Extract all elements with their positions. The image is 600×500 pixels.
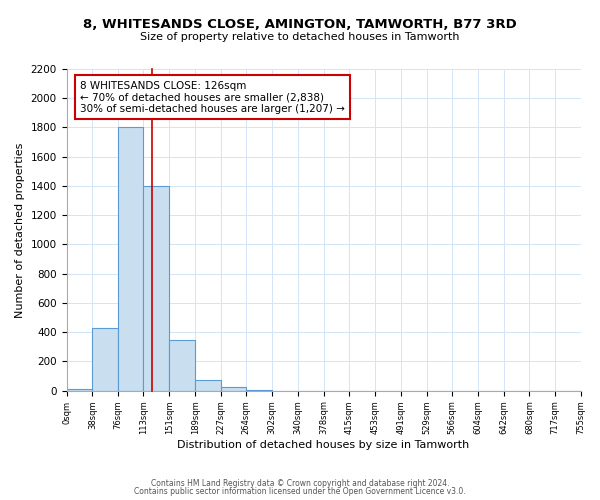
- Y-axis label: Number of detached properties: Number of detached properties: [15, 142, 25, 318]
- X-axis label: Distribution of detached houses by size in Tamworth: Distribution of detached houses by size …: [178, 440, 470, 450]
- Text: Size of property relative to detached houses in Tamworth: Size of property relative to detached ho…: [140, 32, 460, 42]
- Bar: [92, 328, 118, 390]
- Bar: [118, 128, 143, 390]
- Text: Contains HM Land Registry data © Crown copyright and database right 2024.: Contains HM Land Registry data © Crown c…: [151, 478, 449, 488]
- Text: Contains public sector information licensed under the Open Government Licence v3: Contains public sector information licen…: [134, 488, 466, 496]
- Bar: [221, 387, 246, 390]
- Bar: [195, 380, 221, 390]
- Bar: [169, 340, 195, 390]
- Bar: [67, 388, 92, 390]
- Text: 8 WHITESANDS CLOSE: 126sqm
← 70% of detached houses are smaller (2,838)
30% of s: 8 WHITESANDS CLOSE: 126sqm ← 70% of deta…: [80, 80, 345, 114]
- Bar: [143, 186, 169, 390]
- Text: 8, WHITESANDS CLOSE, AMINGTON, TAMWORTH, B77 3RD: 8, WHITESANDS CLOSE, AMINGTON, TAMWORTH,…: [83, 18, 517, 30]
